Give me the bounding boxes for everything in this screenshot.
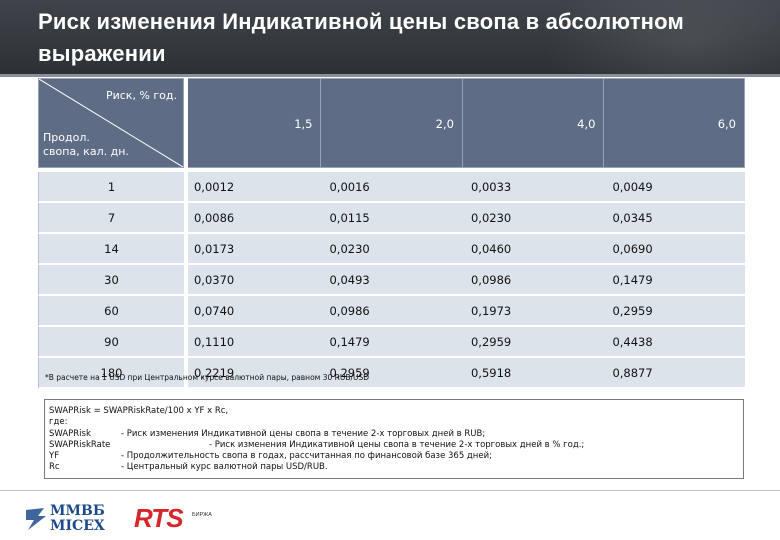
- value-cell: 0,0012: [187, 172, 322, 203]
- definition-row: SWAPRisk - Риск изменения Индикативной ц…: [49, 429, 739, 440]
- value-cell: 0,0173: [187, 234, 322, 265]
- table-row: 90 0,1110 0,1479 0,2959 0,4438: [38, 327, 745, 358]
- value-cell: 0,1479: [604, 265, 745, 296]
- rts-logo-text: RTS: [134, 503, 184, 533]
- table-header-row: Риск, % год. Продол. свопа, кал. дн. 1,5…: [38, 78, 745, 168]
- micex-logo: ММВБ MICEX: [24, 504, 114, 536]
- definition-text: - Продолжительность свопа в годах, рассч…: [121, 451, 492, 462]
- page-title: Риск изменения Индикативной цены свопа в…: [38, 9, 684, 66]
- value-cell: 0,2959: [462, 327, 605, 358]
- value-cell: 0,0086: [187, 203, 322, 234]
- value-cell: 0,0690: [604, 234, 745, 265]
- value-cell: 0,1479: [321, 327, 463, 358]
- risk-table: Риск, % год. Продол. свопа, кал. дн. 1,5…: [38, 78, 745, 389]
- duration-cell: 60: [38, 296, 184, 327]
- value-cell: 0,8877: [604, 358, 745, 389]
- value-cell: 0,0230: [321, 234, 463, 265]
- rts-logo-subtext: БИРЖА: [192, 512, 212, 518]
- value-cell: 0,2959: [604, 296, 745, 327]
- micex-logo-text: ММВБ: [50, 503, 105, 519]
- definition-row: YF - Продолжительность свопа в годах, ра…: [49, 451, 739, 462]
- duration-cell: 90: [38, 327, 184, 358]
- title-bar: Риск изменения Индикативной цены свопа в…: [0, 0, 780, 74]
- table-row: 180 0,2219 0,2959 0,5918 0,8877: [38, 358, 745, 389]
- value-cell: 0,0986: [462, 265, 605, 296]
- column-header: 4,0: [462, 78, 605, 168]
- duration-cell: 7: [38, 203, 184, 234]
- footer-divider: [0, 490, 780, 491]
- definition-row: SWAPRiskRate - Риск изменения Индикативн…: [49, 440, 739, 451]
- value-cell: 0,2219: [187, 358, 322, 389]
- corner-diagonal: [39, 79, 183, 167]
- definition-text: - Риск изменения Индикативной цены свопа…: [209, 439, 585, 450]
- duration-axis-label: Продол. свопа, кал. дн.: [43, 131, 129, 158]
- value-cell: 0,0493: [321, 265, 463, 296]
- rts-logo: RTS БИРЖА: [134, 504, 224, 534]
- table-corner-cell: Риск, % год. Продол. свопа, кал. дн.: [38, 78, 184, 168]
- duration-cell: 1: [38, 172, 184, 203]
- duration-cell: 180: [38, 358, 184, 389]
- definition-term: Rc: [49, 462, 60, 473]
- column-header: 1,5: [187, 78, 322, 168]
- table-row: 14 0,0173 0,0230 0,0460 0,0690: [38, 234, 745, 265]
- definition-text: - Риск изменения Индикативной цены свопа…: [121, 428, 486, 439]
- micex-emblem-icon: [26, 508, 46, 530]
- value-cell: 0,1973: [462, 296, 605, 327]
- title-divider: [0, 74, 780, 77]
- definition-term: SWAPRisk: [49, 428, 91, 439]
- table-row: 7 0,0086 0,0115 0,0230 0,0345: [38, 203, 745, 234]
- value-cell: 0,0740: [187, 296, 322, 327]
- formula-box: SWAPRisk = SWAPRiskRate/100 x YF x Rc, г…: [44, 399, 744, 479]
- column-header: 6,0: [604, 78, 745, 168]
- value-cell: 0,0230: [462, 203, 605, 234]
- micex-logo-text-latin: MICEX: [50, 518, 105, 534]
- value-cell: 0,0986: [321, 296, 463, 327]
- value-cell: 0,0115: [321, 203, 463, 234]
- value-cell: 0,0370: [187, 265, 322, 296]
- value-cell: 0,5918: [462, 358, 605, 389]
- value-cell: 0,1110: [187, 327, 322, 358]
- table-body: 1 0,0012 0,0016 0,0033 0,0049 7 0,0086 0,0115 0,…: [38, 172, 745, 389]
- value-cell: 0,0049: [604, 172, 745, 203]
- table-row: 60 0,0740 0,0986 0,1973 0,2959: [38, 296, 745, 327]
- formula-line: SWAPRisk = SWAPRiskRate/100 x YF x Rc,: [49, 406, 229, 416]
- footnote: *В расчете на 1 USD при Центральном курс…: [45, 373, 370, 382]
- value-cell: 0,4438: [604, 327, 745, 358]
- duration-cell: 30: [38, 265, 184, 296]
- value-cell: 0,0033: [462, 172, 605, 203]
- value-cell: 0,0460: [462, 234, 605, 265]
- table-row: 1 0,0012 0,0016 0,0033 0,0049: [38, 172, 745, 203]
- value-cell: 0,2959: [321, 358, 463, 389]
- value-cell: 0,0345: [604, 203, 745, 234]
- table-row: 30 0,0370 0,0493 0,0986 0,1479: [38, 265, 745, 296]
- definition-row: Rc - Центральный курс валютной пары USD/…: [49, 462, 739, 473]
- risk-axis-label: Риск, % год.: [105, 89, 177, 102]
- definition-text: - Центральный курс валютной пары USD/RUB…: [121, 462, 328, 473]
- definition-term: YF: [49, 451, 60, 462]
- definition-term: SWAPRiskRate: [49, 439, 111, 450]
- duration-cell: 14: [38, 234, 184, 265]
- value-cell: 0,0016: [321, 172, 463, 203]
- column-header: 2,0: [321, 78, 463, 168]
- formula-where: где:: [49, 417, 68, 428]
